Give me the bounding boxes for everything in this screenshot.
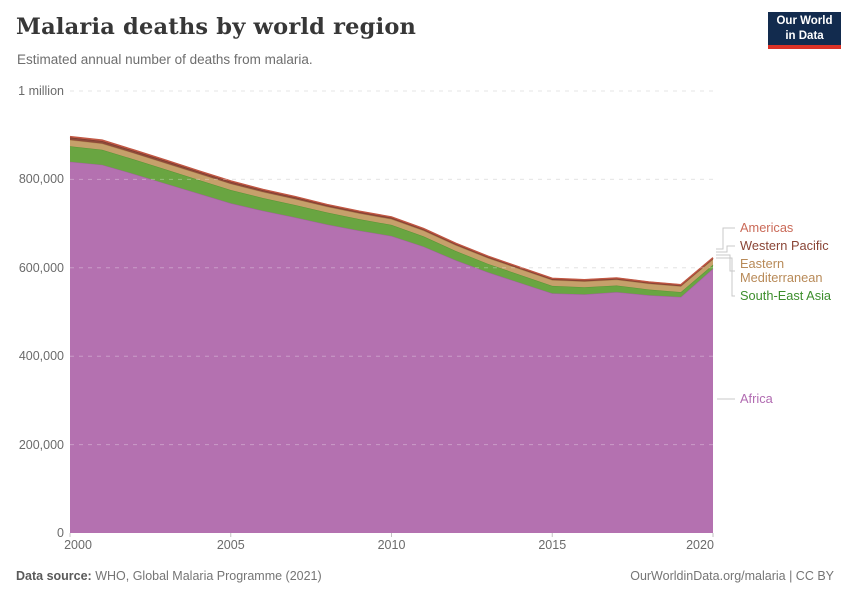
x-axis-label: 2010 <box>377 538 406 552</box>
area-edge-americas <box>69 135 714 286</box>
legend-leader-south-east-asia <box>716 257 735 297</box>
y-axis-label: 200,000 <box>18 437 64 452</box>
data-source-label: Data source: <box>16 569 92 583</box>
y-axis-label: 1 million <box>18 84 64 98</box>
y-axis-label: 400,000 <box>18 349 64 364</box>
owid-logo-line2: in Data <box>785 29 824 42</box>
data-source-note: Data source: WHO, Global Malaria Program… <box>16 569 322 583</box>
y-axis-label: 600,000 <box>18 260 64 275</box>
x-axis-label: 2020 <box>686 538 714 552</box>
data-source-text: WHO, Global Malaria Programme (2021) <box>91 569 322 583</box>
area-band-western-pacific <box>70 137 713 287</box>
y-axis-label: 800,000 <box>18 172 64 187</box>
credit-note[interactable]: OurWorldinData.org/malaria | CC BY <box>630 569 834 583</box>
legend-label-eastern-mediterranean: Eastern Mediterranean <box>740 256 823 285</box>
legend-label-western-pacific: Western Pacific <box>740 238 829 253</box>
page-title: Malaria deaths by world region <box>16 14 417 40</box>
owid-logo[interactable]: Our World in Data <box>768 12 841 49</box>
x-axis-label: 2000 <box>64 538 92 552</box>
legend-label-americas: Americas <box>740 220 794 235</box>
legend-leader-americas <box>716 227 735 250</box>
legend-leader-western-pacific <box>716 245 735 253</box>
chart-subtitle: Estimated annual number of deaths from m… <box>17 52 313 67</box>
legend-label-south-east-asia: South-East Asia <box>740 288 832 303</box>
area-band-eastern-mediterranean <box>70 140 713 293</box>
legend-label-africa: Africa <box>740 391 773 406</box>
x-axis-label: 2015 <box>538 538 567 552</box>
area-band-south-east-asia <box>70 146 713 297</box>
x-axis-label: 2005 <box>216 538 245 552</box>
owid-logo-line1: Our World <box>776 15 833 28</box>
area-band-africa <box>70 161 713 533</box>
y-axis-label: 0 <box>57 526 64 540</box>
